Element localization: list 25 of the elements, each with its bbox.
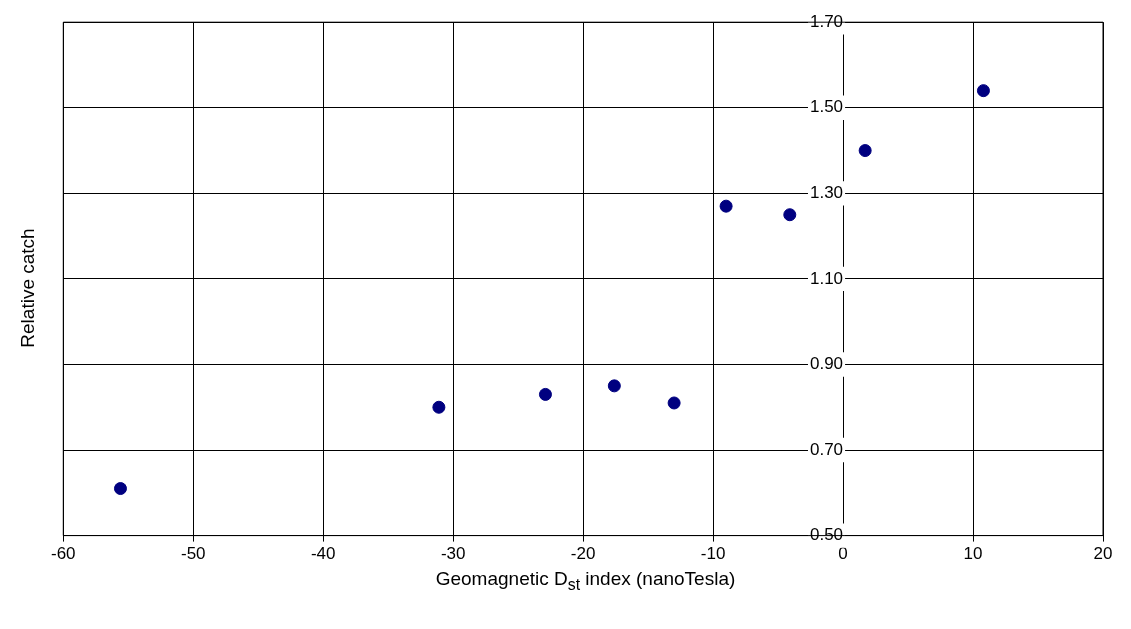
x-axis-title: Geomagnetic D$_{st}$ index (nanoTesla) — [434, 568, 737, 594]
point — [976, 84, 990, 98]
y-tick-label: 1.10 — [809, 268, 844, 288]
x-tick-label: 0 — [838, 544, 848, 564]
x-tick-label: -50 — [180, 544, 206, 564]
point — [783, 208, 797, 222]
point — [719, 199, 733, 213]
y-axis-title: Relative catch — [17, 228, 39, 348]
x-tick-label: -20 — [570, 544, 596, 564]
x-tick-label: 20 — [1093, 544, 1113, 564]
y-tick-label: 0.70 — [809, 439, 844, 459]
x-tick-label: -40 — [310, 544, 336, 564]
point — [858, 144, 872, 158]
y-tick-label: 1.50 — [809, 97, 844, 117]
x-tick-label: -60 — [51, 544, 76, 564]
y-tick-label: 1.30 — [809, 183, 844, 203]
point — [432, 400, 446, 414]
x-tick-label: -30 — [440, 544, 466, 564]
point — [607, 379, 621, 393]
x-tick-label: 10 — [963, 544, 983, 564]
x-tick-label: -10 — [700, 544, 726, 564]
point — [113, 482, 127, 496]
point — [667, 396, 681, 410]
point — [538, 387, 552, 401]
y-tick-label: 0.90 — [809, 354, 844, 374]
